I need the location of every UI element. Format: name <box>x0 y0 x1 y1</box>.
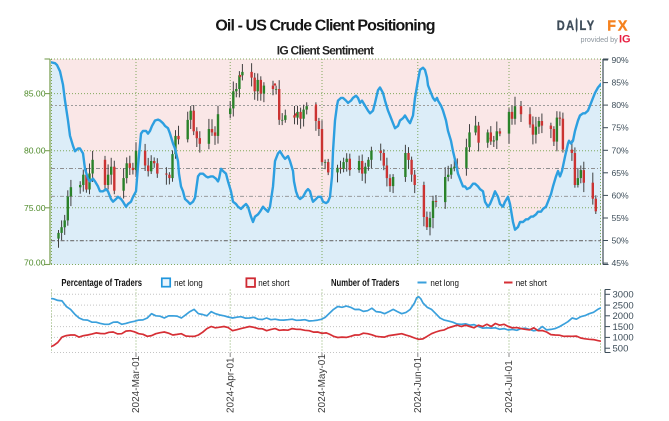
svg-text:2000: 2000 <box>613 311 634 322</box>
svg-text:80.00: 80.00 <box>24 146 46 156</box>
svg-text:65%: 65% <box>612 168 630 178</box>
svg-text:Oil - US Crude Client Position: Oil - US Crude Client Positioning <box>215 18 434 35</box>
svg-text:Percentage of Traders: Percentage of Traders <box>61 277 142 288</box>
svg-text:70%: 70% <box>612 145 630 155</box>
svg-text:75%: 75% <box>612 123 630 133</box>
svg-text:500: 500 <box>613 343 629 354</box>
svg-text:1000: 1000 <box>613 333 634 344</box>
svg-text:2024-May-01: 2024-May-01 <box>317 354 328 413</box>
svg-text:70.00: 70.00 <box>24 258 46 268</box>
svg-text:80%: 80% <box>612 100 630 110</box>
svg-text:provided by: provided by <box>581 35 619 44</box>
svg-text:net long: net long <box>174 277 203 288</box>
svg-text:net long: net long <box>430 277 459 288</box>
svg-text:net short: net short <box>258 277 290 288</box>
svg-text:85%: 85% <box>612 78 630 88</box>
svg-text:60%: 60% <box>612 190 630 200</box>
svg-text:50%: 50% <box>612 236 630 246</box>
svg-text:75.00: 75.00 <box>24 203 46 213</box>
svg-text:1500: 1500 <box>613 322 634 333</box>
svg-text:IG Client Sentiment: IG Client Sentiment <box>277 44 374 58</box>
svg-text:55%: 55% <box>612 213 630 223</box>
svg-text:2024-Jul-01: 2024-Jul-01 <box>504 360 515 413</box>
svg-text:3000: 3000 <box>613 290 634 301</box>
svg-text:85.00: 85.00 <box>24 89 46 99</box>
svg-text:Number of Traders: Number of Traders <box>331 277 399 288</box>
svg-text:FX: FX <box>607 18 629 34</box>
svg-text:LY: LY <box>580 18 596 33</box>
svg-text:2024-Mar-01: 2024-Mar-01 <box>131 355 142 413</box>
svg-text:2024-Jun-01: 2024-Jun-01 <box>413 356 424 413</box>
svg-text:IG: IG <box>619 34 631 46</box>
svg-text:DA: DA <box>557 18 576 33</box>
svg-text:90%: 90% <box>612 55 630 65</box>
svg-text:net short: net short <box>516 277 548 288</box>
svg-text:45%: 45% <box>612 258 630 268</box>
svg-text:2024-Apr-01: 2024-Apr-01 <box>225 357 236 413</box>
svg-text:2500: 2500 <box>613 300 634 311</box>
